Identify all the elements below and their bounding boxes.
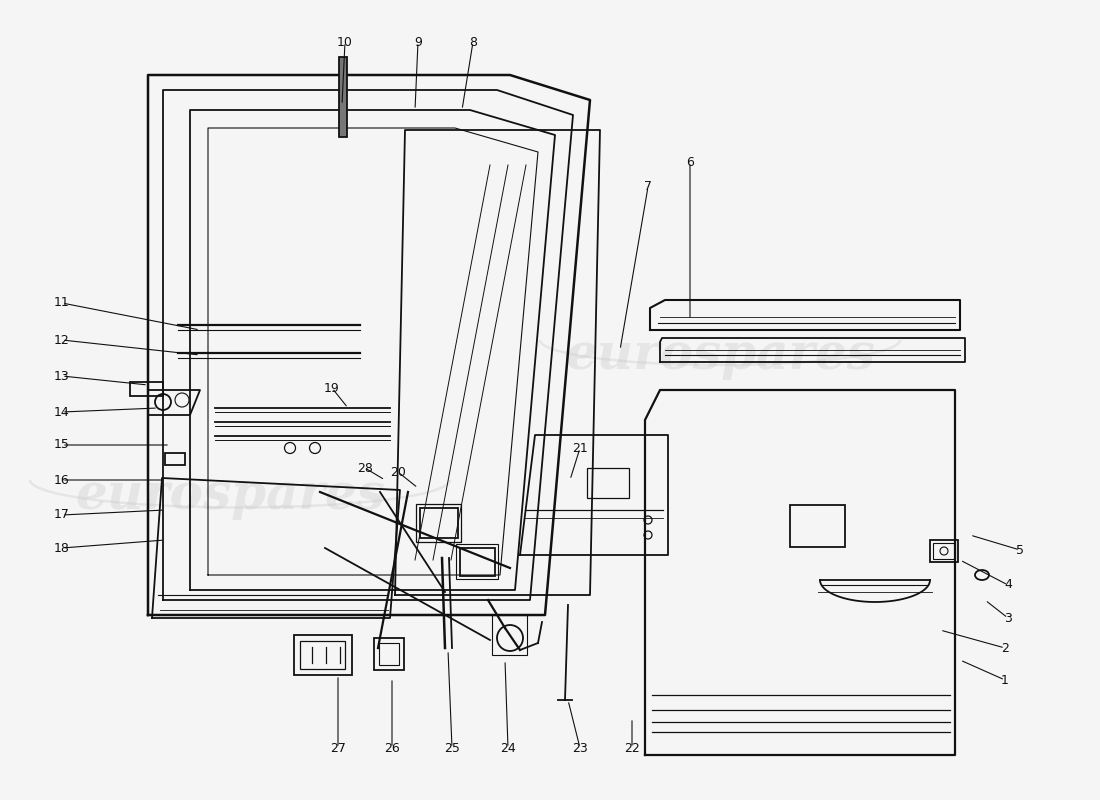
Text: 18: 18 [54,542,70,554]
Text: 6: 6 [686,155,694,169]
Text: 16: 16 [54,474,70,486]
Bar [492,615,527,655]
Text: 1: 1 [1001,674,1009,686]
Text: 26: 26 [384,742,400,754]
Bar [300,641,345,669]
Text: 24: 24 [500,742,516,754]
Bar [130,382,163,396]
Bar [456,544,498,579]
Text: 10: 10 [337,35,353,49]
Text: 23: 23 [572,742,587,754]
Bar [379,643,399,665]
Text: 3: 3 [1004,611,1012,625]
Bar [339,57,346,137]
Text: 27: 27 [330,742,345,754]
Text: 14: 14 [54,406,70,418]
Text: 17: 17 [54,509,70,522]
Text: 15: 15 [54,438,70,451]
Bar [933,543,955,559]
Text: 28: 28 [358,462,373,474]
Text: 8: 8 [469,35,477,49]
Text: 12: 12 [54,334,70,346]
Text: 5: 5 [1016,543,1024,557]
Text: 20: 20 [390,466,406,478]
Text: 25: 25 [444,742,460,754]
Bar [930,540,958,562]
Bar [165,453,185,465]
Text: 4: 4 [1004,578,1012,591]
Bar [416,504,461,542]
Text: 22: 22 [624,742,640,754]
Text: eurospares: eurospares [75,470,385,519]
Text: 19: 19 [324,382,340,394]
Bar [790,505,845,547]
Text: 2: 2 [1001,642,1009,654]
Text: 21: 21 [572,442,587,454]
Bar [374,638,404,670]
Bar [460,548,495,576]
Bar [420,508,458,538]
Bar [294,635,352,675]
Text: 9: 9 [414,35,422,49]
Text: eurospares: eurospares [565,330,874,379]
Text: 13: 13 [54,370,70,382]
Text: 7: 7 [644,181,652,194]
Bar [587,468,629,498]
Text: 11: 11 [54,297,70,310]
